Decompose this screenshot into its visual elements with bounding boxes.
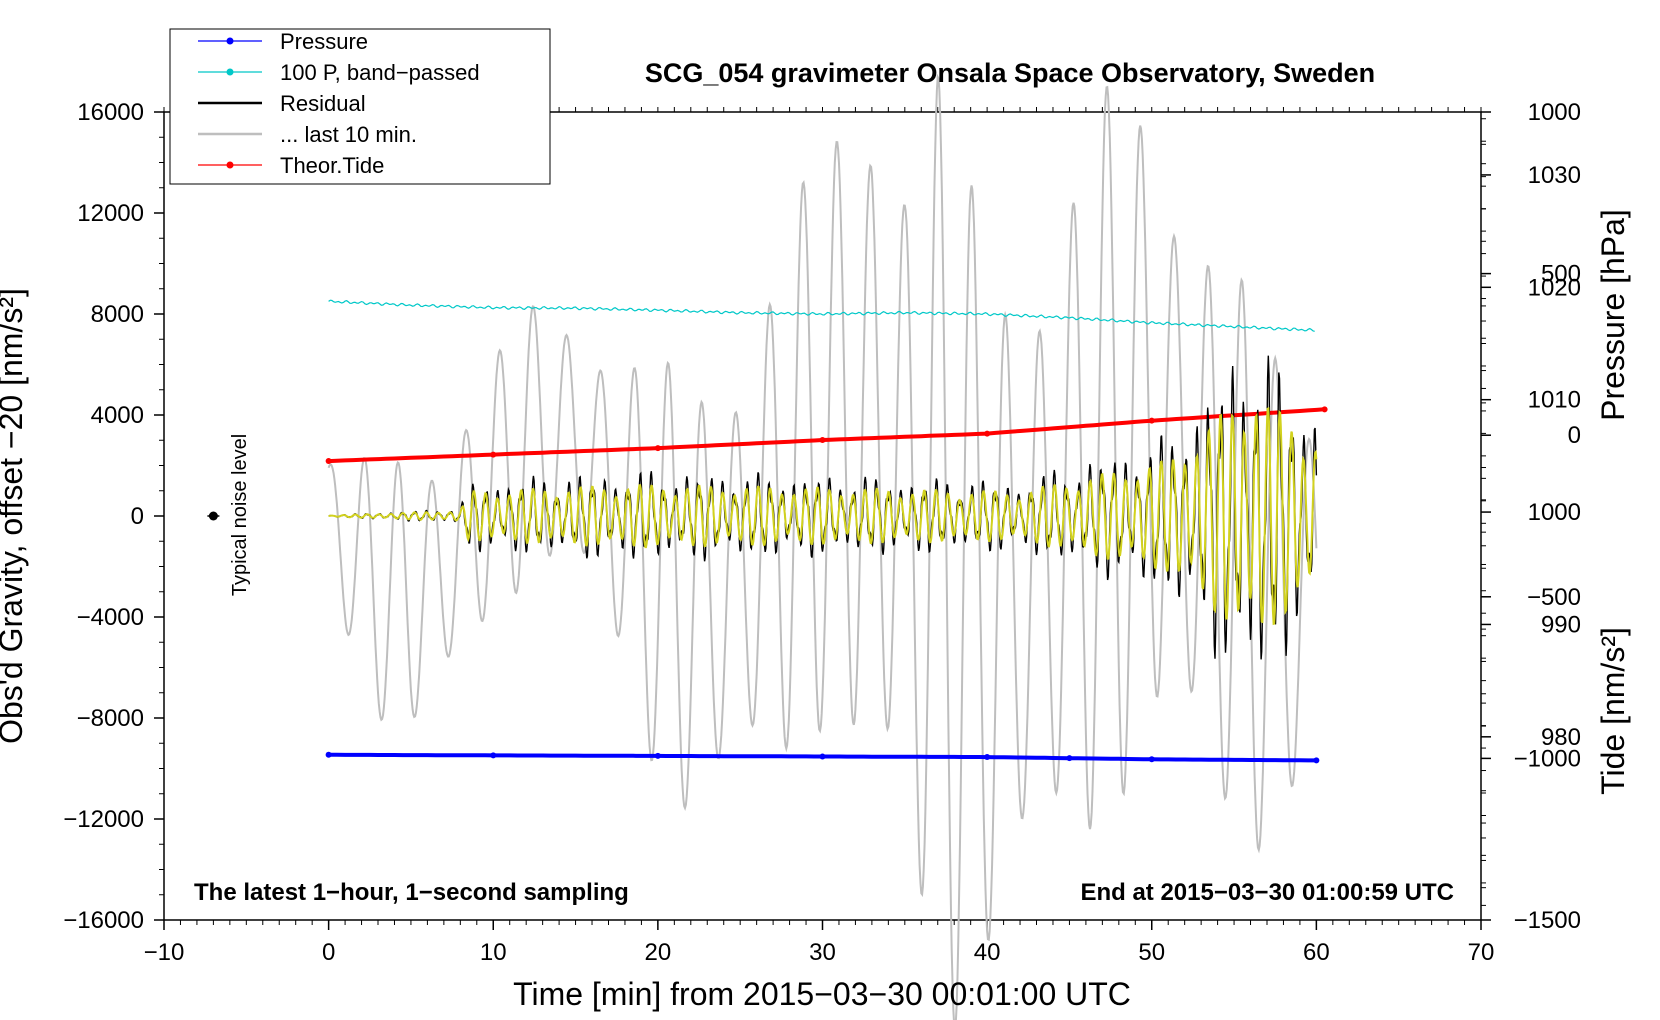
legend-marker (226, 161, 234, 169)
pressure-point (490, 752, 497, 759)
y-tick-label: 12000 (77, 200, 144, 227)
pressure-point (1148, 756, 1155, 763)
legend-label: Pressure (280, 29, 368, 54)
y-axis-label-tide: Tide [nm/s²] (1595, 627, 1631, 795)
x-tick-label: 0 (322, 939, 335, 966)
noise-level-label: Typical noise level (229, 434, 251, 596)
x-tick-label: 20 (645, 939, 672, 966)
x-tick-label: 50 (1138, 939, 1165, 966)
series-band-passed-line (328, 299, 1315, 332)
x-axis-label: Time [min] from 2015−03−30 00:01:00 UTC (513, 976, 1131, 1012)
pressure-point (325, 751, 332, 758)
pressure-tick-label: 1010 (1528, 387, 1581, 414)
tide-tick-label: 1000 (1528, 99, 1581, 126)
tide-tick-label: 500 (1541, 261, 1581, 288)
y-axis-label-gravity: Obs'd Gravity, offset −20 [nm/s²] (0, 288, 29, 744)
legend-label: Theor.Tide (280, 153, 384, 178)
series-theor-tide-line (328, 407, 1325, 464)
series-residual-filtered-line (328, 407, 1318, 626)
legend-label: ... last 10 min. (280, 122, 417, 147)
x-tick-label: 30 (809, 939, 836, 966)
y-axis-gravity: 16000 12000 8000 4000 0 −4000 −8000 −12000 −1600… (63, 99, 164, 934)
y-tick-label: 0 (131, 503, 144, 530)
noise-level-marker (207, 511, 220, 521)
y-tick-label: −16000 (63, 907, 144, 934)
y-tick-label: 16000 (77, 99, 144, 126)
y-axis-tide: 1000 500 0 −500 −1000 −1500 (1481, 99, 1581, 934)
theor-tide-point (1148, 417, 1155, 424)
theor-tide-point (654, 445, 661, 452)
pressure-tick-label: 1030 (1528, 162, 1581, 189)
tide-tick-label: −500 (1527, 584, 1581, 611)
theor-tide-point (984, 430, 991, 437)
theor-tide-point (490, 451, 497, 458)
tide-tick-label: −1500 (1514, 907, 1581, 934)
legend-marker (226, 68, 234, 76)
pressure-tick-label: 980 (1541, 724, 1581, 751)
x-tick-label: −10 (144, 939, 185, 966)
y-tick-label: 8000 (91, 301, 144, 328)
legend-marker (226, 37, 234, 45)
pressure-point (819, 753, 826, 760)
theor-tide-point (325, 458, 332, 465)
pressure-tick-label: 1000 (1528, 499, 1581, 526)
tide-tick-label: −1000 (1514, 745, 1581, 772)
y-axis-label-pressure: Pressure [hPa] (1595, 209, 1631, 421)
y-tick-label: 4000 (91, 402, 144, 429)
series-last-10-min-line (327, 73, 1318, 1020)
series-layer (325, 73, 1328, 1020)
theor-tide-point (819, 437, 826, 444)
pressure-point (1313, 757, 1320, 764)
chart-title: SCG_054 gravimeter Onsala Space Observat… (645, 58, 1375, 88)
pressure-point (1066, 755, 1073, 762)
x-axis: −10 0 10 20 30 40 50 60 70 (144, 920, 1495, 966)
noise-dot (208, 511, 218, 521)
theor-tide-point (1321, 406, 1328, 413)
y-tick-label: −12000 (63, 806, 144, 833)
legend: Pressure 100 P, band−passed Residual ... la… (169, 28, 551, 185)
pressure-tick-label: 1020 (1528, 274, 1581, 301)
pressure-tick-label: 990 (1541, 611, 1581, 638)
pressure-point (984, 754, 991, 761)
legend-label: Residual (280, 91, 366, 116)
x-tick-label: 10 (480, 939, 507, 966)
legend-label: 100 P, band−passed (280, 60, 480, 85)
legend-box (169, 28, 551, 185)
x-tick-label: 60 (1303, 939, 1330, 966)
y-tick-label: −8000 (77, 705, 144, 732)
note-sampling: The latest 1−hour, 1−second sampling (194, 879, 629, 906)
note-end-time: End at 2015−03−30 01:00:59 UTC (1080, 879, 1454, 906)
y-axis-pressure: 1030 1020 1010 1000 990 980 (1481, 162, 1581, 751)
x-tick-label: 70 (1468, 939, 1495, 966)
tide-tick-label: 0 (1568, 422, 1581, 449)
pressure-point (654, 752, 661, 759)
x-tick-label: 40 (974, 939, 1001, 966)
y-tick-label: −4000 (77, 604, 144, 631)
